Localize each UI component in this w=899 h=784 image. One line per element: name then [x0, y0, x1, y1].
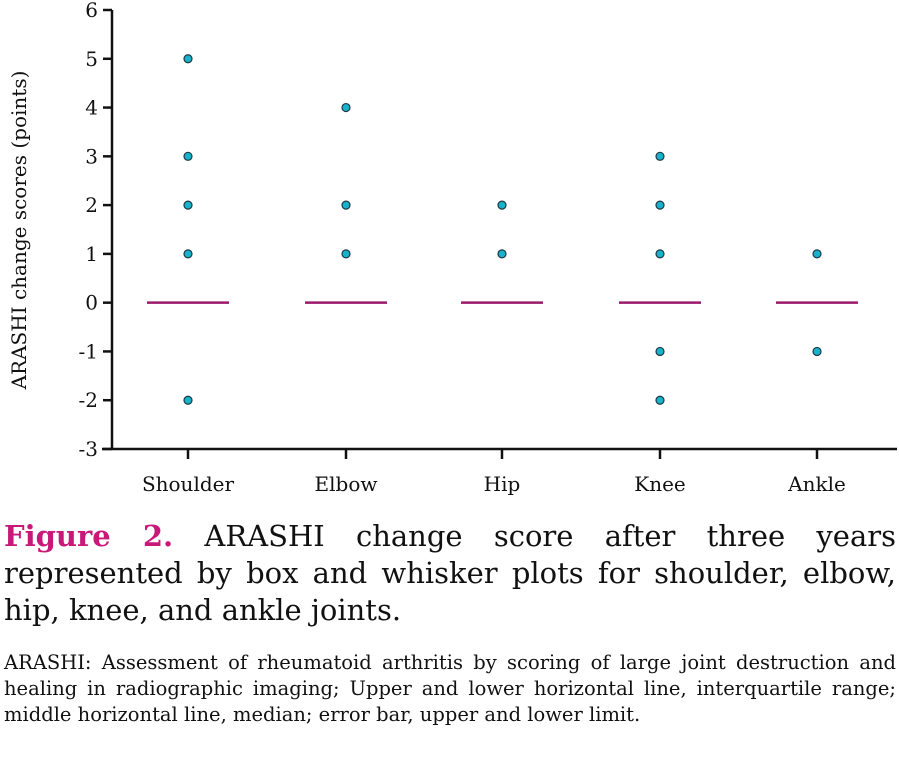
data-point: [183, 54, 193, 64]
x-tick-label: Knee: [634, 472, 686, 496]
data-point: [655, 249, 665, 259]
data-point: [183, 151, 193, 161]
y-tick-label: -1: [79, 339, 98, 363]
chart: ARASHI change scores (points) -3 -2 -1 0 1 2 3…: [7, 0, 897, 496]
x-tick-label: Elbow: [315, 472, 378, 496]
data-point: [497, 249, 507, 259]
data-point: [183, 395, 193, 405]
data-point: [341, 249, 351, 259]
figure-caption: Figure 2. ARASHI change score after thre…: [4, 518, 896, 629]
y-tick-label: -2: [79, 388, 98, 412]
data-point: [655, 200, 665, 210]
data-point: [812, 346, 822, 357]
data-point: [341, 102, 351, 113]
x-tick-label: Shoulder: [142, 472, 235, 496]
y-tick-label: 0: [85, 291, 98, 315]
footnote: ARASHI: Assessment of rheumatoid arthrit…: [4, 651, 896, 726]
caption-text: ARASHI change score after three years re…: [4, 519, 896, 627]
x-tick-label: Hip: [484, 472, 521, 496]
data-point: [497, 200, 507, 210]
data-point: [183, 200, 193, 210]
y-axis-label: ARASHI change scores (points): [7, 71, 31, 391]
data-point: [183, 249, 193, 259]
y-tick-label: -3: [79, 437, 98, 461]
y-tick-label: 3: [85, 144, 98, 168]
data-point: [655, 395, 665, 405]
data-point: [812, 249, 822, 259]
y-tick-label: 6: [85, 0, 98, 22]
y-tick-label: 1: [85, 242, 98, 266]
y-tick-label: 5: [85, 47, 98, 71]
x-tick-label: Ankle: [787, 472, 846, 496]
data-point: [341, 200, 351, 210]
data-point: [655, 151, 665, 161]
y-tick-label: 2: [85, 193, 98, 217]
data-point: [655, 346, 665, 357]
figure-label: Figure 2.: [4, 519, 174, 553]
y-tick-label: 4: [85, 96, 98, 120]
